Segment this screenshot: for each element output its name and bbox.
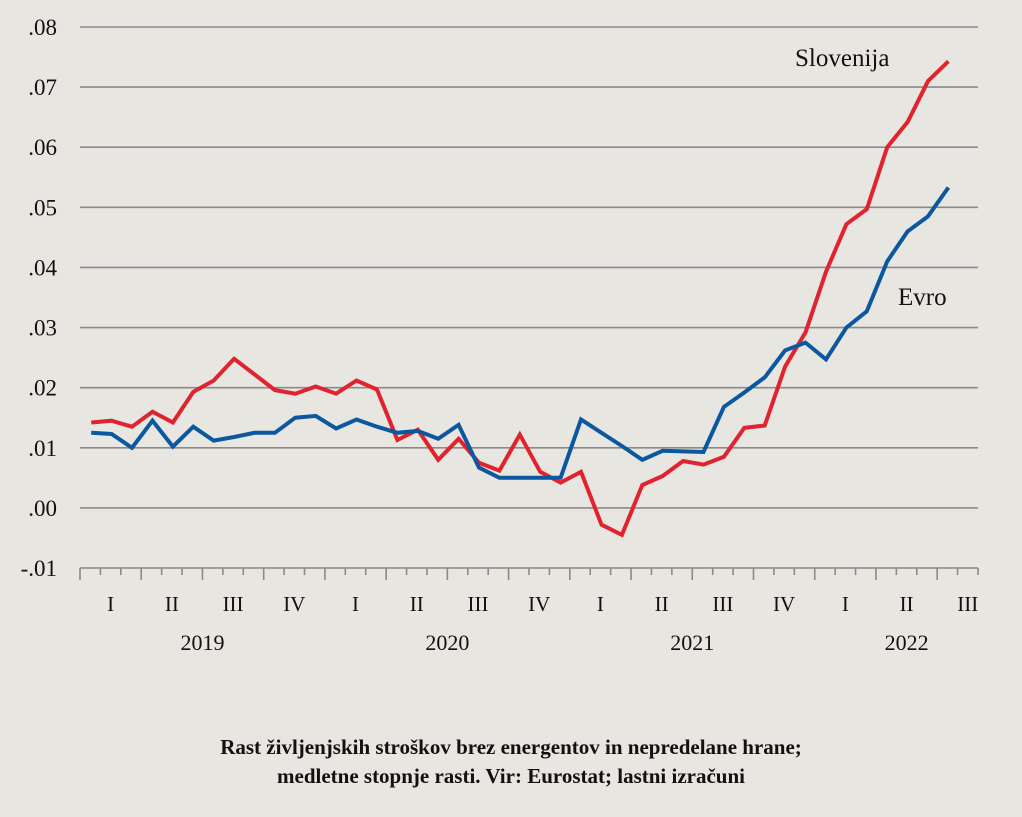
x-quarter-label: I	[842, 592, 849, 616]
chart-caption: Rast življenjskih stroškov brez energent…	[0, 733, 1022, 791]
x-quarter-label: I	[352, 592, 359, 616]
caption-line-1: Rast življenjskih stroškov brez energent…	[220, 735, 802, 759]
x-quarter-label: III	[957, 592, 978, 616]
y-axis-ticks: .08 .07 .06 .05 .04 .03 .02 .01 .00 -.01	[21, 15, 58, 581]
x-quarter-label: IV	[528, 592, 550, 616]
gridlines	[80, 26, 978, 509]
x-quarter-label: III	[223, 592, 244, 616]
x-year-label: 2019	[180, 630, 224, 655]
x-quarter-label: I	[597, 592, 604, 616]
series-label-evro: Evro	[898, 284, 947, 311]
x-quarter-label: I	[107, 592, 114, 616]
series-line-slovenija	[91, 59, 950, 538]
y-tick-label: .07	[28, 75, 57, 100]
x-quarter-label: IV	[773, 592, 795, 616]
y-tick-label: .03	[28, 316, 57, 341]
x-quarter-label: II	[900, 592, 914, 616]
x-quarter-label: II	[410, 592, 424, 616]
x-quarter-label: III	[712, 592, 733, 616]
x-quarter-label: IV	[283, 592, 305, 616]
y-tick-label: .04	[28, 255, 57, 280]
series-line-evro	[91, 186, 951, 480]
y-tick-label: .05	[28, 195, 57, 220]
x-year-label: 2021	[670, 630, 714, 655]
y-tick-label: .01	[28, 436, 57, 461]
x-year-label: 2020	[425, 630, 469, 655]
series-label-slovenija: Slovenija	[795, 45, 889, 72]
y-tick-label: .02	[28, 376, 57, 401]
line-chart: .08.07.06.05.04.03.02.01.00-.01 I II III IV…	[21, 15, 979, 655]
y-tick-label: .06	[28, 135, 57, 160]
y-tick-label: .00	[28, 496, 57, 521]
y-tick-label: -.01	[21, 556, 57, 581]
caption-line-2: medletne stopnje rasti. Vir: Eurostat; l…	[277, 764, 745, 788]
x-quarter-label: II	[165, 592, 179, 616]
x-quarter-label: II	[655, 592, 669, 616]
y-tick-label: .08	[28, 15, 57, 40]
x-year-label: 2022	[885, 630, 929, 655]
x-quarter-label: III	[467, 592, 488, 616]
series-lines	[91, 59, 951, 538]
